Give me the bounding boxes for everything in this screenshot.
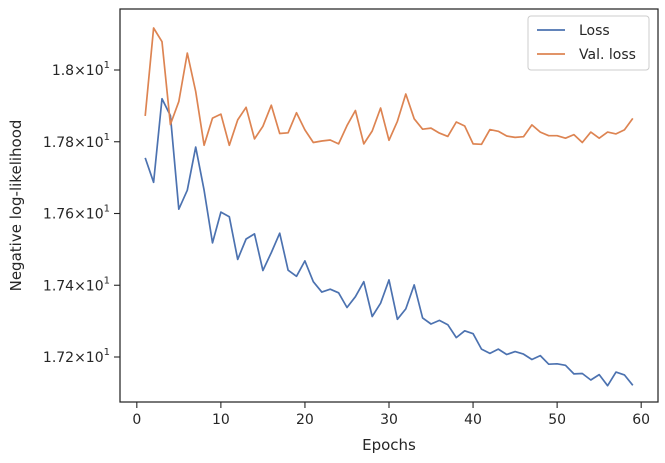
- y-tick-label: 1.8×101: [52, 60, 110, 79]
- legend: Loss Val. loss: [527, 15, 650, 71]
- series-line-val-loss: [144, 27, 634, 147]
- x-tick-label: 50: [548, 412, 566, 428]
- y-tick-label: 1.72×101: [43, 347, 110, 366]
- y-axis-ticks: 1.72×101 1.74×101 1.76×101 1.78×101 1.8×101: [43, 60, 120, 366]
- series-lines: [144, 27, 634, 387]
- x-axis-ticks: 0 10 20 30 40 50 60: [132, 402, 650, 428]
- x-tick-label: 0: [132, 412, 141, 428]
- y-axis-label: Negative log-likelihood: [7, 120, 25, 292]
- x-tick-label: 40: [464, 412, 482, 428]
- x-tick-label: 20: [296, 412, 314, 428]
- series-line-loss: [144, 97, 634, 387]
- y-tick-label: 1.76×101: [43, 204, 110, 223]
- x-tick-label: 30: [380, 412, 398, 428]
- x-tick-label: 10: [212, 412, 230, 428]
- y-tick-label: 1.74×101: [43, 275, 110, 294]
- x-tick-label: 60: [632, 412, 650, 428]
- y-tick-label: 1.78×101: [43, 132, 110, 151]
- legend-label: Loss: [579, 23, 610, 39]
- legend-label: Val. loss: [579, 47, 636, 63]
- x-axis-label: Epochs: [362, 436, 416, 454]
